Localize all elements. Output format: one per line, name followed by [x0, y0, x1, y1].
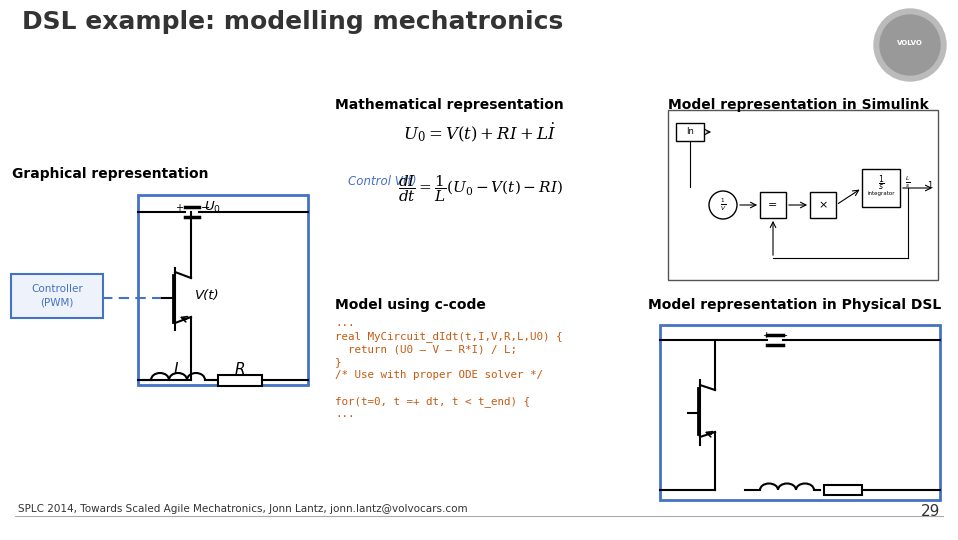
Text: Model representation in Physical DSL: Model representation in Physical DSL — [648, 298, 942, 312]
Text: ...: ... — [335, 409, 354, 419]
Text: In: In — [686, 127, 694, 137]
Text: −: − — [780, 331, 788, 341]
Bar — [668, 110, 938, 280]
Text: R: R — [235, 362, 245, 377]
Text: Mathematical representation: Mathematical representation — [335, 98, 563, 112]
Text: Model representation in Simulink: Model representation in Simulink — [668, 98, 928, 112]
Text: integrator: integrator — [867, 192, 895, 197]
Bar — [218, 375, 262, 386]
Text: }: } — [335, 357, 341, 367]
Text: return (U0 – V – R*I) / L;: return (U0 – V – R*I) / L; — [335, 344, 517, 354]
Text: +: + — [175, 203, 183, 213]
Bar — [138, 195, 308, 385]
Text: Graphical representation: Graphical representation — [12, 167, 209, 181]
Bar — [676, 123, 704, 141]
Bar — [760, 192, 786, 218]
FancyBboxPatch shape — [11, 274, 103, 318]
Text: Model using c-code: Model using c-code — [335, 298, 486, 312]
Text: Control V(t): Control V(t) — [348, 175, 417, 188]
Text: 29: 29 — [921, 504, 940, 519]
Text: SPLC 2014, Towards Scaled Agile Mechatronics, Jonn Lantz, jonn.lantz@volvocars.c: SPLC 2014, Towards Scaled Agile Mechatro… — [18, 504, 468, 514]
Circle shape — [874, 9, 946, 81]
Text: VOLVO: VOLVO — [897, 40, 923, 46]
Bar — [810, 192, 836, 218]
Text: $U_0 = V(t) + RI + L\dot{I}$: $U_0 = V(t) + RI + L\dot{I}$ — [403, 122, 557, 144]
Bar — [660, 325, 940, 500]
Text: V(t): V(t) — [195, 289, 219, 302]
Text: $\frac{1}{V}$: $\frac{1}{V}$ — [719, 197, 726, 213]
Text: real MyCircuit_dIdt(t,I,V,R,L,U0) {: real MyCircuit_dIdt(t,I,V,R,L,U0) { — [335, 331, 562, 342]
Circle shape — [880, 15, 940, 75]
Text: $\dfrac{dI}{dt} = \dfrac{1}{L}(U_0 - V(t) - RI)$: $\dfrac{dI}{dt} = \dfrac{1}{L}(U_0 - V(t… — [398, 173, 562, 204]
Text: =: = — [768, 200, 778, 210]
Text: L: L — [173, 362, 182, 377]
Text: Controller
(PWM): Controller (PWM) — [31, 285, 83, 308]
Text: $U_0$: $U_0$ — [204, 200, 221, 215]
Text: DSL example: modelling mechatronics: DSL example: modelling mechatronics — [22, 10, 563, 34]
Text: +: + — [763, 331, 770, 340]
Text: /* Use with proper ODE solver */: /* Use with proper ODE solver */ — [335, 370, 543, 380]
Text: $\frac{1}{s}$: $\frac{1}{s}$ — [878, 174, 884, 194]
Text: for(t=0, t =+ dt, t < t_end) {: for(t=0, t =+ dt, t < t_end) { — [335, 396, 530, 407]
Bar — [824, 485, 862, 495]
Text: 1: 1 — [927, 181, 933, 191]
Circle shape — [709, 191, 737, 219]
Text: $\times$: $\times$ — [818, 200, 828, 210]
Text: ...: ... — [335, 318, 354, 328]
Bar — [862, 169, 900, 207]
Text: $\frac{L}{s}$: $\frac{L}{s}$ — [905, 174, 911, 190]
Text: −: − — [201, 203, 211, 213]
